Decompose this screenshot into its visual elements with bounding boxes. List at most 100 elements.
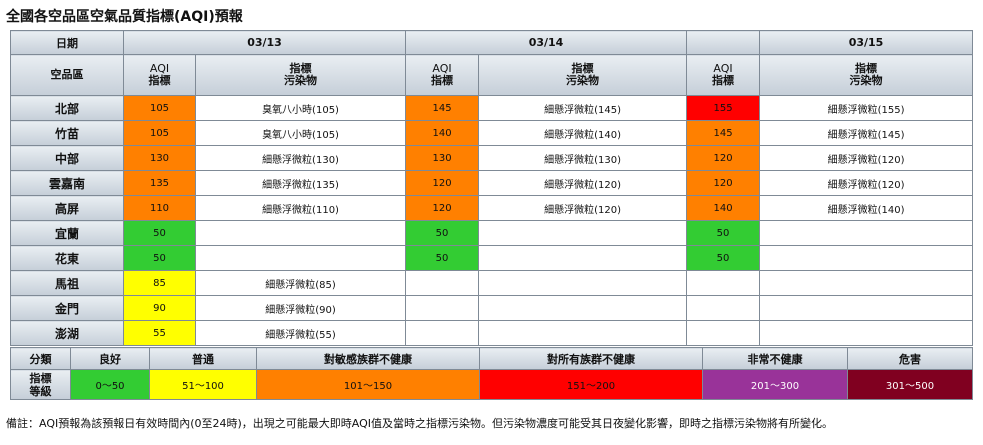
pollutant-header-line2: 污染物: [284, 74, 317, 87]
pollutant-cell: [478, 220, 688, 246]
legend-level-name: 對所有族群不健康: [479, 347, 703, 370]
aqi-value-cell: [686, 295, 761, 321]
legend-level-range: 151～200: [479, 369, 703, 400]
legend-level-name: 非常不健康: [702, 347, 848, 370]
pollutant-column-header: 指標 污染物: [478, 54, 688, 96]
aqi-value-cell: 140: [405, 120, 480, 146]
aqi-value-cell: 105: [123, 95, 196, 121]
area-header: 空品區: [10, 54, 124, 96]
aqi-value-cell: 130: [405, 145, 480, 171]
region-name: 北部: [10, 95, 124, 121]
region-name: 金門: [10, 295, 124, 321]
pollutant-cell: 細懸浮微粒(155): [759, 95, 974, 121]
date-column-header: 03/13: [122, 30, 407, 55]
pollutant-cell: [194, 220, 407, 246]
aqi-value-cell: 90: [123, 295, 196, 321]
pollutant-header-line2: 污染物: [849, 74, 883, 87]
table-row: 高屏 110 細懸浮微粒(110) 120 細懸浮微粒(120) 140 細懸浮微粒(140…: [10, 195, 974, 221]
region-name: 竹苗: [10, 120, 124, 146]
aqi-value-cell: 50: [405, 245, 480, 271]
pollutant-cell: 細懸浮微粒(120): [478, 195, 688, 221]
pollutant-cell: 細懸浮微粒(55): [194, 320, 407, 346]
pollutant-cell: [759, 320, 974, 346]
aqi-header-line2: 指標: [431, 74, 454, 87]
table-row: 中部 130 細懸浮微粒(130) 130 細懸浮微粒(130) 120 細懸浮微粒(120…: [10, 145, 974, 171]
aqi-column-header: AQI 指標: [405, 54, 480, 96]
aqi-value-cell: 85: [123, 270, 196, 296]
date-column-header: 03/15: [759, 30, 974, 55]
aqi-value-cell: 130: [123, 145, 196, 171]
date-column-header: 03/14: [405, 30, 688, 55]
pollutant-cell: [759, 220, 974, 246]
pollutant-cell: [759, 245, 974, 271]
subheader-row: 空品區 AQI 指標 指標 污染物 AQI 指標 指標 污染物 AQI 指標 指標 污染物: [10, 54, 974, 96]
aqi-value-cell: 120: [686, 170, 761, 196]
legend-level-range: 51～100: [149, 369, 257, 400]
aqi-value-cell: [405, 270, 480, 296]
region-name: 雲嘉南: [10, 170, 124, 196]
aqi-value-cell: 135: [123, 170, 196, 196]
pollutant-cell: [759, 295, 974, 321]
pollutant-cell: 細懸浮微粒(145): [478, 95, 688, 121]
aqi-value-cell: 50: [405, 220, 480, 246]
aqi-column-header: AQI 指標: [686, 54, 761, 96]
aqi-column-header: AQI 指標: [123, 54, 196, 96]
page-title: 全國各空品區空氣品質指標(AQI)預報: [6, 9, 243, 25]
legend-level-name: 良好: [70, 347, 150, 370]
aqi-value-cell: 55: [123, 320, 196, 346]
date-header: 日期: [10, 30, 124, 55]
aqi-value-cell: 145: [405, 95, 480, 121]
legend-index-label: 指標 等級: [10, 369, 71, 400]
pollutant-cell: 細懸浮微粒(120): [759, 145, 974, 171]
table-row: 馬祖 85 細懸浮微粒(85): [10, 270, 974, 296]
aqi-value-cell: 120: [405, 170, 480, 196]
legend-index-line1: 指標: [29, 371, 52, 385]
aqi-value-cell: 155: [686, 95, 761, 121]
pollutant-cell: 細懸浮微粒(85): [194, 270, 407, 296]
aqi-value-cell: 105: [123, 120, 196, 146]
table-row: 北部 105 臭氧八小時(105) 145 細懸浮微粒(145) 155 細懸浮微粒(155…: [10, 95, 974, 121]
pollutant-cell: 細懸浮微粒(145): [759, 120, 974, 146]
legend-category-label: 分類: [10, 347, 71, 370]
date-spacer-header: [686, 30, 761, 55]
legend-range-row: 指標 等級 0～50 51～100 101～150 151～200 201～300 301…: [10, 369, 973, 400]
legend-level-range: 0～50: [70, 369, 150, 400]
table-row: 澎湖 55 細懸浮微粒(55): [10, 320, 974, 346]
pollutant-cell: [478, 295, 688, 321]
aqi-forecast-table: 日期 03/13 03/14 03/15 空品區 AQI 指標 指標 污染物 AQI 指標…: [10, 30, 974, 346]
table-row: 花東 50 50 50: [10, 245, 974, 271]
aqi-value-cell: 120: [686, 145, 761, 171]
aqi-legend-table: 分類 良好 普通 對敏感族群不健康 對所有族群不健康 非常不健康 危害 指標 等級 0～5…: [10, 347, 973, 400]
pollutant-column-header: 指標 污染物: [759, 54, 974, 96]
aqi-header-line1: AQI: [713, 62, 733, 75]
pollutant-cell: 細懸浮微粒(130): [194, 145, 407, 171]
pollutant-cell: 細懸浮微粒(90): [194, 295, 407, 321]
legend-level-range: 101～150: [256, 369, 480, 400]
aqi-value-cell: [686, 270, 761, 296]
pollutant-cell: 細懸浮微粒(140): [759, 195, 974, 221]
aqi-header-line2: 指標: [712, 74, 735, 87]
pollutant-header-line1: 指標: [571, 62, 594, 75]
pollutant-header-line1: 指標: [289, 62, 312, 75]
pollutant-cell: 細懸浮微粒(135): [194, 170, 407, 196]
pollutant-header-line1: 指標: [855, 62, 878, 75]
aqi-header-line2: 指標: [148, 74, 171, 87]
pollutant-cell: [194, 245, 407, 271]
pollutant-cell: [759, 270, 974, 296]
table-row: 金門 90 細懸浮微粒(90): [10, 295, 974, 321]
pollutant-cell: [478, 270, 688, 296]
aqi-value-cell: 145: [686, 120, 761, 146]
pollutant-column-header: 指標 污染物: [194, 54, 407, 96]
legend-level-range: 301～500: [847, 369, 973, 400]
pollutant-cell: 細懸浮微粒(140): [478, 120, 688, 146]
pollutant-cell: 臭氧八小時(105): [194, 120, 407, 146]
footnote: 備註：AQI預報為該預報日有效時間內(0至24時)，出現之可能最大即時AQI值及…: [6, 417, 834, 430]
pollutant-cell: [478, 245, 688, 271]
pollutant-cell: 細懸浮微粒(120): [759, 170, 974, 196]
region-name: 馬祖: [10, 270, 124, 296]
aqi-value-cell: [405, 320, 480, 346]
region-name: 中部: [10, 145, 124, 171]
aqi-value-cell: [686, 320, 761, 346]
region-name: 澎湖: [10, 320, 124, 346]
legend-level-name: 對敏感族群不健康: [256, 347, 480, 370]
